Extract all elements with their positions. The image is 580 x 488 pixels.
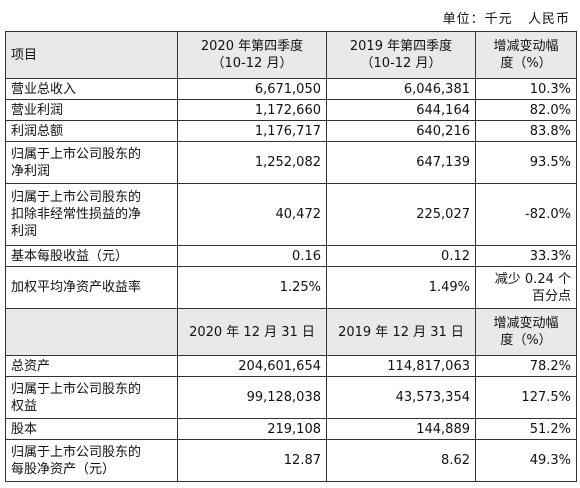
table-row: 营业总收入 6,671,050 6,046,381 10.3%: [5, 78, 577, 100]
value-2020: 1.25%: [177, 266, 327, 309]
header-q4-2020-sub: （10-12 月）: [211, 56, 293, 71]
row-label-line2: 净利润: [11, 163, 51, 179]
row-label: 基本每股收益（元）: [5, 245, 178, 267]
header-change-title: 增减变动幅: [493, 39, 559, 54]
value-change: 127.5%: [475, 376, 577, 419]
header-change-2-sub: 度（%）: [500, 333, 552, 348]
unit-note: 单位：千元 人民币: [442, 12, 570, 27]
value-change: 93.5%: [475, 141, 577, 184]
row-label: 营业总收入: [5, 78, 178, 100]
row-label-line1: 归属于上市公司股东的: [11, 146, 142, 162]
value-change: 49.3%: [475, 439, 577, 482]
header-2019-1231: 2019 年 12 月 31 日: [326, 308, 476, 356]
value-change: 减少 0.24 个 百分点: [475, 266, 577, 309]
value-2019: 8.62: [326, 439, 476, 482]
table-row: 归属于上市公司股东的 权益 99,128,038 43,573,354 127.…: [5, 376, 577, 419]
value-2020: 99,128,038: [177, 376, 327, 419]
row-label: 营业利润: [5, 99, 178, 121]
header-2020-1231: 2020 年 12 月 31 日: [177, 308, 327, 356]
table-row: 基本每股收益（元） 0.16 0.12 33.3%: [5, 245, 577, 267]
value-2019: 644,164: [326, 99, 476, 121]
value-change: -82.0%: [475, 183, 577, 246]
value-change-line2: 百分点: [531, 288, 571, 304]
table-row: 总资产 204,601,654 114,817,063 78.2%: [5, 355, 577, 377]
financial-table: 项目 2020 年第四季度 （10-12 月） 2019 年第四季度 （10-1…: [5, 31, 577, 482]
value-change: 51.2%: [475, 418, 577, 440]
table-row: 归属于上市公司股东的 扣除非经常性损益的净 利润 40,472 225,027 …: [5, 183, 577, 246]
row-label: 加权平均净资产收益率: [5, 266, 178, 309]
value-2020: 1,172,660: [177, 99, 327, 121]
row-label: 归属于上市公司股东的 扣除非经常性损益的净 利润: [5, 183, 178, 246]
header-q4-2020: 2020 年第四季度 （10-12 月）: [177, 31, 327, 79]
header-item-blank: [5, 308, 178, 356]
header-q4-2019: 2019 年第四季度 （10-12 月）: [326, 31, 476, 79]
table-row: 归属于上市公司股东的 每股净资产（元） 12.87 8.62 49.3%: [5, 439, 577, 482]
row-label-line2: 权益: [11, 398, 38, 414]
header-row-2: 2020 年 12 月 31 日 2019 年 12 月 31 日 增减变动幅 …: [5, 308, 577, 356]
value-change: 10.3%: [475, 78, 577, 100]
value-2019: 43,573,354: [326, 376, 476, 419]
value-2020: 1,176,717: [177, 120, 327, 142]
row-label: 股本: [5, 418, 178, 440]
value-2019: 647,139: [326, 141, 476, 184]
value-change: 33.3%: [475, 245, 577, 267]
value-2019: 114,817,063: [326, 355, 476, 377]
value-2019: 225,027: [326, 183, 476, 246]
table-row: 归属于上市公司股东的 净利润 1,252,082 647,139 93.5%: [5, 141, 577, 184]
value-2020: 12.87: [177, 439, 327, 482]
row-label-line2: 每股净资产（元）: [11, 461, 116, 477]
header-change-sub: 度（%）: [500, 56, 552, 71]
row-label-line1: 归属于上市公司股东的: [11, 190, 142, 205]
table-row: 股本 219,108 144,889 51.2%: [5, 418, 577, 440]
value-2019: 144,889: [326, 418, 476, 440]
value-2020: 204,601,654: [177, 355, 327, 377]
row-label: 利润总额: [5, 120, 178, 142]
value-2020: 1,252,082: [177, 141, 327, 184]
header-q4-2019-title: 2019 年第四季度: [349, 39, 453, 54]
row-label: 归属于上市公司股东的 权益: [5, 376, 178, 419]
value-2019: 6,046,381: [326, 78, 476, 100]
row-label: 总资产: [5, 355, 178, 377]
header-item: 项目: [5, 31, 178, 79]
header-q4-2019-sub: （10-12 月）: [360, 56, 442, 71]
row-label: 归属于上市公司股东的 每股净资产（元）: [5, 439, 178, 482]
value-change-line1: 减少 0.24 个: [494, 271, 571, 287]
value-change: 83.8%: [475, 120, 577, 142]
value-2020: 219,108: [177, 418, 327, 440]
row-label-line1: 归属于上市公司股东的: [11, 444, 142, 460]
header-q4-2020-title: 2020 年第四季度: [200, 39, 304, 54]
row-label: 归属于上市公司股东的 净利润: [5, 141, 178, 184]
value-2019: 0.12: [326, 245, 476, 267]
table-row: 营业利润 1,172,660 644,164 82.0%: [5, 99, 577, 121]
table-row: 加权平均净资产收益率 1.25% 1.49% 减少 0.24 个 百分点: [5, 266, 577, 309]
value-change: 78.2%: [475, 355, 577, 377]
row-label-line3: 利润: [11, 224, 38, 239]
row-label-line2: 扣除非经常性损益的净: [11, 207, 142, 222]
row-label-line1: 归属于上市公司股东的: [11, 381, 142, 397]
header-row: 项目 2020 年第四季度 （10-12 月） 2019 年第四季度 （10-1…: [5, 31, 577, 79]
value-2020: 6,671,050: [177, 78, 327, 100]
value-change: 82.0%: [475, 99, 577, 121]
header-change: 增减变动幅 度（%）: [475, 31, 577, 79]
header-change-2-title: 增减变动幅: [493, 316, 559, 331]
value-2020: 40,472: [177, 183, 327, 246]
header-change-2: 增减变动幅 度（%）: [475, 308, 577, 356]
value-2019: 640,216: [326, 120, 476, 142]
table-row: 利润总额 1,176,717 640,216 83.8%: [5, 120, 577, 142]
value-2020: 0.16: [177, 245, 327, 267]
value-2019: 1.49%: [326, 266, 476, 309]
